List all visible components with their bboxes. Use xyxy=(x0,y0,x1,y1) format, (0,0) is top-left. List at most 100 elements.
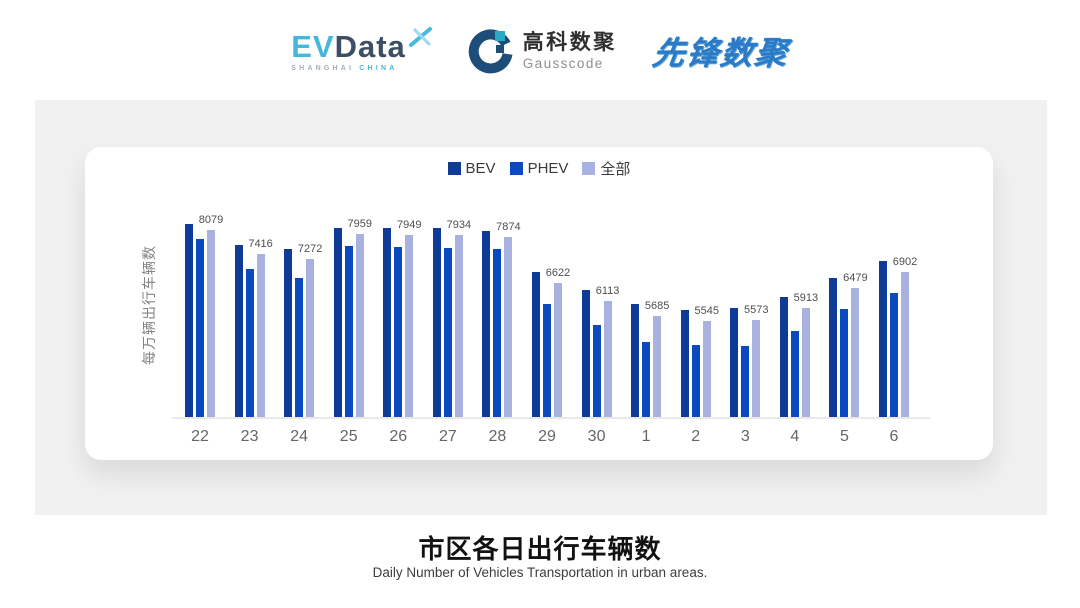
bar-group: 5545 2 xyxy=(680,222,719,445)
bar-all xyxy=(454,235,463,417)
value-label: 5545 xyxy=(694,305,719,317)
x-tick-label: 5 xyxy=(839,428,849,445)
bar-bev xyxy=(730,308,739,417)
legend-item-all[interactable]: 全部 xyxy=(582,158,630,179)
bar-phev xyxy=(344,246,353,417)
x-tick-label: 22 xyxy=(191,428,209,445)
bar-all xyxy=(207,230,215,417)
bar-phev xyxy=(691,345,700,417)
bar-phev xyxy=(443,248,452,417)
value-label: 7959 xyxy=(347,218,372,230)
bar-bev xyxy=(383,228,392,417)
bar-bev xyxy=(531,272,540,417)
legend-swatch-icon xyxy=(447,161,461,175)
chart-legend: BEV PHEV 全部 xyxy=(85,158,993,179)
logo-gausscode: 高科数聚 Gausscode xyxy=(468,28,617,74)
bar-all xyxy=(851,288,860,417)
bar-all xyxy=(504,237,513,417)
x-tick-label: 24 xyxy=(290,428,309,445)
value-label: 5913 xyxy=(793,292,819,304)
bar-bev xyxy=(432,228,441,417)
x-tick-label: 25 xyxy=(339,428,358,445)
x-tick-label: 6 xyxy=(889,428,899,445)
bar-bev xyxy=(829,278,838,417)
value-label: 7272 xyxy=(297,243,323,255)
footer-title: 市区各日出行车辆数 xyxy=(418,534,662,564)
legend-item-bev[interactable]: BEV xyxy=(447,160,496,177)
x-tick-label: 26 xyxy=(389,428,408,445)
x-tick-label: 3 xyxy=(740,428,750,445)
legend-label: 全部 xyxy=(600,160,631,178)
bar-all xyxy=(653,316,662,417)
gausscode-text: 高科数聚 Gausscode xyxy=(523,31,617,70)
bar-all xyxy=(752,320,761,417)
bar-group: 8079 22 xyxy=(185,214,223,445)
bar-phev xyxy=(840,309,849,417)
bar-all xyxy=(900,272,909,417)
bar-group: 6902 6 xyxy=(878,222,917,445)
bar-bev xyxy=(581,290,590,417)
chart-stage-panel: BEV PHEV 全部 每万辆出行车辆数 8079 22 7416 23 7272 24 795… xyxy=(35,100,1047,515)
evdata-data-text: Data xyxy=(334,28,406,64)
bar-phev xyxy=(592,325,601,417)
x-tick-label: 28 xyxy=(488,428,507,445)
x-tick-label: 29 xyxy=(538,428,556,445)
evdata-sub-right: CHINA xyxy=(359,64,398,72)
evdata-ev-text: EV xyxy=(291,28,335,64)
value-label: 6902 xyxy=(892,256,918,268)
x-tick-label: 27 xyxy=(438,428,457,445)
bar-bev xyxy=(631,304,640,417)
bar-phev xyxy=(295,278,304,417)
bar-group: 7949 26 xyxy=(383,219,422,445)
value-label: 6479 xyxy=(843,272,868,284)
bar-group: 6113 30 xyxy=(581,222,619,445)
value-label: 7416 xyxy=(248,238,273,250)
y-axis-title: 每万辆出行车辆数 xyxy=(141,245,157,365)
chart-card: BEV PHEV 全部 每万辆出行车辆数 8079 22 7416 23 7272 24 795… xyxy=(85,147,993,460)
bar-group: 6479 5 xyxy=(829,222,868,445)
bar-bev xyxy=(234,245,243,417)
bar-phev xyxy=(741,346,750,417)
bar-group: 5685 1 xyxy=(631,222,669,445)
bar-phev xyxy=(889,293,898,417)
legend-swatch-icon xyxy=(582,161,596,175)
footer-subtitle: Daily Number of Vehicles Transportation … xyxy=(372,565,708,580)
bar-bev xyxy=(482,231,491,417)
bar-phev xyxy=(245,269,254,417)
value-label: 6622 xyxy=(545,267,571,279)
value-label: 7934 xyxy=(446,219,472,231)
bar-phev xyxy=(542,304,551,417)
bar-group: 7959 25 xyxy=(333,218,372,445)
bar-group: 6622 29 xyxy=(531,222,570,445)
evdata-wordmark: EVData xyxy=(291,31,406,62)
bar-all xyxy=(405,235,414,417)
bar-bev xyxy=(185,224,193,417)
bar-bev xyxy=(779,297,788,417)
x-tick-label: 2 xyxy=(691,428,701,445)
bar-phev xyxy=(790,331,799,417)
value-label: 7949 xyxy=(397,219,422,231)
bar-group: 7934 27 xyxy=(432,219,471,445)
bar-phev xyxy=(493,249,502,417)
value-label: 5573 xyxy=(744,304,769,316)
legend-label: PHEV xyxy=(527,159,569,177)
bar-phev xyxy=(196,239,204,417)
x-tick-label: 30 xyxy=(587,428,606,445)
bar-group: 5913 4 xyxy=(779,222,818,445)
bar-all xyxy=(801,308,810,417)
legend-item-phev[interactable]: PHEV xyxy=(509,159,569,177)
logo-evdata: EVData SHANGHAI CHINA xyxy=(291,26,432,72)
bar-group: 7874 28 xyxy=(482,221,521,445)
gausscode-g-icon xyxy=(468,29,513,74)
plot-area: 8079 22 7416 23 7272 24 7959 25 7949 26 7934 27 7874… xyxy=(172,214,930,445)
bar-all xyxy=(306,259,315,417)
logo-pioneer: 先锋数聚 xyxy=(649,35,792,71)
bar-all xyxy=(256,254,265,417)
x-tick-label: 23 xyxy=(240,428,259,445)
x-tick-label: 1 xyxy=(641,428,651,445)
legend-swatch-icon xyxy=(509,161,523,175)
bar-phev xyxy=(394,247,403,417)
header-logos: EVData SHANGHAI CHINA 高科数聚 Gausscode 先锋数… xyxy=(0,16,1080,86)
bar-phev xyxy=(642,342,651,417)
